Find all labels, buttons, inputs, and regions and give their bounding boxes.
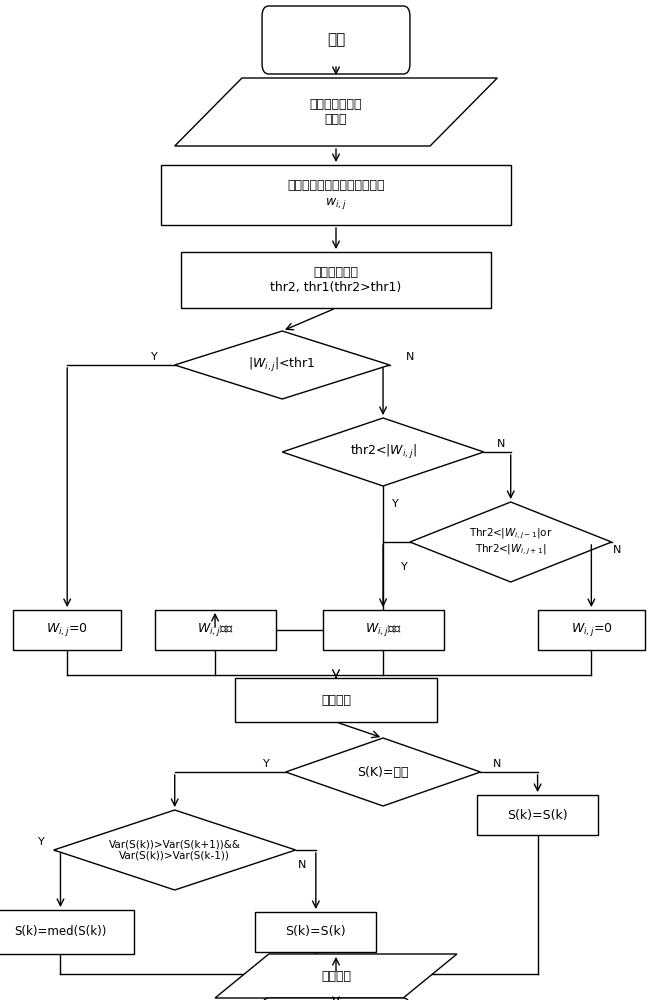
- Text: 小波重构: 小波重构: [321, 694, 351, 706]
- Polygon shape: [286, 738, 480, 806]
- Text: Y: Y: [401, 562, 408, 572]
- Polygon shape: [54, 810, 296, 890]
- FancyBboxPatch shape: [262, 998, 410, 1000]
- Text: S(k)=med(S(k)): S(k)=med(S(k)): [14, 926, 107, 938]
- Text: Y: Y: [38, 837, 45, 847]
- Polygon shape: [215, 954, 457, 998]
- Bar: [0, 910, 134, 954]
- Text: S(K)=极値: S(K)=极値: [358, 766, 409, 778]
- FancyBboxPatch shape: [262, 6, 410, 74]
- Text: N: N: [298, 860, 306, 870]
- Bar: [477, 795, 598, 835]
- Text: Var(S(k))>Var(S(k+1))&&
Var(S(k))>Var(S(k-1)): Var(S(k))>Var(S(k+1))&& Var(S(k))>Var(S(…: [109, 839, 241, 861]
- Text: 上下阀値选取
thr2, thr1(thr2>thr1): 上下阀値选取 thr2, thr1(thr2>thr1): [270, 266, 402, 294]
- Polygon shape: [175, 331, 390, 399]
- Text: S(k)=S(k): S(k)=S(k): [286, 926, 346, 938]
- Text: Y: Y: [392, 499, 398, 509]
- Text: 输入数据、初始
化参数: 输入数据、初始 化参数: [310, 98, 362, 126]
- Text: $W_{i,j}$不变: $W_{i,j}$不变: [365, 621, 401, 639]
- Text: Y: Y: [263, 759, 270, 769]
- Polygon shape: [282, 418, 484, 486]
- Text: thr2<$|W_{i,j}|$: thr2<$|W_{i,j}|$: [349, 443, 417, 461]
- Text: 开始: 开始: [327, 32, 345, 47]
- Text: Thr2<$|W_{i,j-1}|$or
Thr2<$|W_{i,j+1}|$: Thr2<$|W_{i,j-1}|$or Thr2<$|W_{i,j+1}|$: [469, 527, 552, 557]
- Bar: [255, 912, 376, 952]
- Bar: [235, 678, 437, 722]
- Text: 小波分解，得到各层小波系数
$w_{i,j}$: 小波分解，得到各层小波系数 $w_{i,j}$: [287, 179, 385, 211]
- Text: N: N: [497, 439, 505, 449]
- Bar: [13, 610, 121, 650]
- Polygon shape: [175, 78, 497, 146]
- Text: 输出信号: 输出信号: [321, 970, 351, 982]
- Text: $|W_{i,j}|$<thr1: $|W_{i,j}|$<thr1: [249, 356, 316, 374]
- Bar: [181, 252, 491, 308]
- Text: $W_{i,j}$不变: $W_{i,j}$不变: [197, 621, 233, 639]
- Bar: [538, 610, 645, 650]
- Bar: [161, 165, 511, 225]
- Text: Y: Y: [151, 352, 158, 362]
- Text: $W_{i,j}$=0: $W_{i,j}$=0: [571, 621, 612, 639]
- Bar: [155, 610, 276, 650]
- Bar: [323, 610, 444, 650]
- Text: N: N: [406, 352, 414, 362]
- Text: N: N: [613, 545, 621, 555]
- Text: S(k)=S(k): S(k)=S(k): [507, 808, 568, 822]
- Text: $W_{i,j}$=0: $W_{i,j}$=0: [46, 621, 88, 639]
- Text: N: N: [493, 759, 501, 769]
- Polygon shape: [410, 502, 612, 582]
